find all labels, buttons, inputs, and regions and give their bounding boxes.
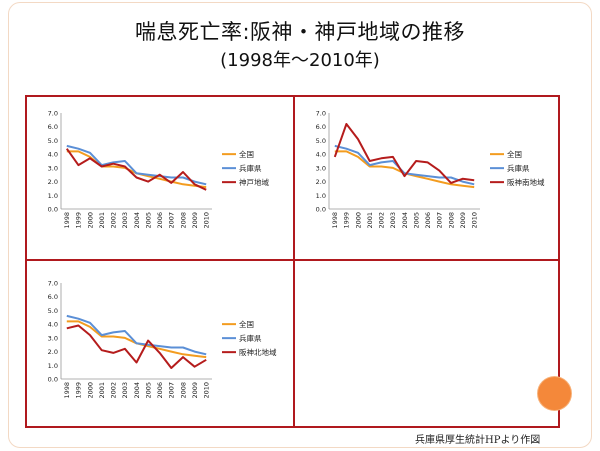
series-line-national [66,320,207,359]
y-tick-label: 0.0 [48,376,58,384]
source-note: 兵庫県厚生統計HPより作図 [415,435,541,446]
y-tick-label: 6.0 [48,123,58,131]
y-tick-label: 1.0 [316,192,326,200]
x-tick-label: 2003 [389,212,397,229]
grid-divider-horizontal [27,259,558,261]
x-tick-label: 2009 [191,212,199,229]
x-tick-label: 2005 [144,212,152,229]
x-tick-label: 2002 [378,212,386,229]
y-tick-label: 0.0 [48,206,58,214]
legend-label: 神戸地域 [239,177,269,187]
y-tick-label: 4.0 [48,321,58,329]
y-tick-label: 2.0 [48,348,58,356]
y-tick-label: 3.0 [316,164,326,172]
x-tick-label: 2005 [412,212,420,229]
x-tick-label: 2001 [98,212,106,229]
x-tick-label: 1998 [63,212,71,229]
y-tick-label: 4.0 [316,151,326,159]
y-tick-label: 2.0 [48,178,58,186]
series-line-region [333,123,475,184]
decorative-circle [538,377,571,410]
legend-label: 阪神北地域 [239,347,277,357]
x-tick-label: 2001 [98,382,106,399]
x-tick-label: 2006 [156,212,164,229]
chart-panel-hanshin-south: 0.0 1.0 2.0 3.0 4.0 5.0 6.0 7.0 1998 1999 2000 2001… [295,97,558,259]
y-tick-label: 6.0 [316,123,326,131]
legend-label: 全国 [239,319,254,329]
x-tick-label: 2004 [133,382,141,399]
x-tick-label: 2010 [202,212,210,229]
x-tick-label: 2002 [110,382,118,399]
y-tick-label: 3.0 [48,164,58,172]
legend-label: 兵庫県 [239,333,262,343]
legend-label: 全国 [507,149,522,159]
chart-panel-hanshin-north: 0.0 1.0 2.0 3.0 4.0 5.0 6.0 7.0 1998 1999 2000 2001… [27,261,293,426]
x-tick-label: 2003 [121,382,129,399]
slide-frame [8,2,592,448]
x-tick-label: 2001 [366,212,374,229]
chart-hanshin-north: 0.0 1.0 2.0 3.0 4.0 5.0 6.0 7.0 1998 1999 2000 2001… [48,280,277,399]
x-tick-label: 1998 [63,382,71,399]
series-line-region [65,148,207,191]
x-tick-label: 2010 [202,382,210,399]
legend-label: 全国 [239,149,254,159]
x-tick-label: 2009 [191,382,199,399]
x-tick-label: 2004 [133,212,141,229]
x-tick-label: 2010 [470,212,478,229]
y-tick-label: 0.0 [316,206,326,214]
series-line-prefecture [334,144,475,186]
series-line-national [66,150,207,189]
x-tick-label: 2006 [424,212,432,229]
x-tick-label: 1999 [75,212,83,229]
grid-divider-vertical [293,97,295,426]
y-tick-label: 7.0 [48,110,58,118]
x-tick-label: 2008 [179,212,187,229]
y-tick-label: 5.0 [48,307,58,315]
y-tick-label: 6.0 [48,293,58,301]
x-tick-label: 2008 [179,382,187,399]
y-tick-label: 7.0 [316,110,326,118]
chart-hanshin-south: 0.0 1.0 2.0 3.0 4.0 5.0 6.0 7.0 1998 1999 2000 2001… [316,110,545,229]
y-tick-label: 2.0 [316,178,326,186]
x-tick-label: 1999 [343,212,351,229]
legend-label: 兵庫県 [507,163,530,173]
y-tick-label: 5.0 [316,137,326,145]
legend-label: 阪神南地域 [507,177,545,187]
series-line-prefecture [66,314,207,356]
x-tick-label: 2003 [121,212,129,229]
y-tick-label: 3.0 [48,334,58,342]
y-tick-label: 1.0 [48,362,58,370]
chart-panel-kobe: 0.0 1.0 2.0 3.0 4.0 5.0 6.0 7.0 1998 1999 2000 2001… [27,97,293,259]
slide-subtitle: (1998年～2010年) [220,50,380,71]
x-tick-label: 2000 [86,382,94,399]
x-tick-label: 2008 [447,212,455,229]
x-tick-label: 1998 [331,212,339,229]
slide-title: 喘息死亡率:阪神・神戸地域の推移 [134,20,466,44]
x-tick-label: 2005 [144,382,152,399]
x-tick-label: 2004 [401,212,409,229]
x-tick-label: 2002 [110,212,118,229]
empty-panel [295,261,558,426]
x-tick-label: 1999 [75,382,83,399]
x-tick-label: 2006 [156,382,164,399]
x-tick-label: 2007 [168,212,176,229]
x-tick-label: 2009 [459,212,467,229]
y-tick-label: 5.0 [48,137,58,145]
x-tick-label: 2007 [436,212,444,229]
x-tick-label: 2000 [354,212,362,229]
y-tick-label: 4.0 [48,151,58,159]
chart-grid: 0.0 1.0 2.0 3.0 4.0 5.0 6.0 7.0 1998 1999 2000 2001… [25,95,560,428]
series-line-prefecture [66,144,207,186]
x-tick-label: 2000 [86,212,94,229]
legend-label: 兵庫県 [239,163,262,173]
series-line-region [66,324,207,369]
chart-kobe: 0.0 1.0 2.0 3.0 4.0 5.0 6.0 7.0 1998 1999 2000 2001… [48,110,270,229]
y-tick-label: 7.0 [48,280,58,288]
y-tick-label: 1.0 [48,192,58,200]
x-tick-label: 2007 [168,382,176,399]
